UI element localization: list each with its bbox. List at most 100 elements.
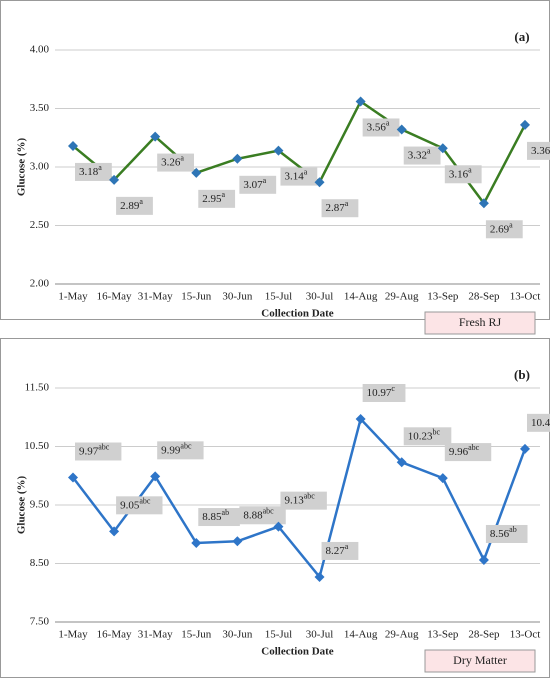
data-label-letters: a <box>427 146 431 155</box>
y-tick-label: 7.50 <box>30 616 50 628</box>
data-label-letters: a <box>509 220 513 229</box>
data-label: 8.27a <box>326 542 349 557</box>
marker <box>273 521 284 532</box>
marker <box>314 177 325 188</box>
data-label: 8.85ab <box>202 508 229 523</box>
data-label-box <box>239 506 286 525</box>
data-label-value: 8.85 <box>202 511 222 523</box>
y-axis-label: Glucose (%) <box>16 137 28 196</box>
y-tick-label: 9.50 <box>30 499 50 511</box>
data-label-box <box>362 118 400 137</box>
data-label-letters: abc <box>304 491 316 500</box>
series-line <box>72 99 527 206</box>
data-label-letters: c <box>391 384 395 393</box>
data-label: 8.88abc <box>243 506 274 521</box>
series-line <box>72 416 527 580</box>
data-label-value: 3.32 <box>408 149 427 161</box>
y-tick-label: 10.50 <box>24 440 49 452</box>
marker <box>273 145 284 156</box>
marker <box>520 119 530 130</box>
data-label-letters: a <box>180 153 184 162</box>
data-label-box <box>403 146 441 165</box>
data-label-letters: a <box>345 199 349 208</box>
x-tick-label: 16-May <box>97 629 132 641</box>
data-label: 2.87a <box>326 199 349 214</box>
data-label-value: 3.14 <box>284 170 304 182</box>
x-tick-label: 14-Aug <box>344 291 378 303</box>
data-label-box <box>116 496 163 515</box>
data-label-value: 9.13 <box>284 494 304 506</box>
legend-label: Fresh RJ <box>459 315 502 329</box>
marker <box>191 167 202 178</box>
data-label: 3.26a <box>161 153 184 168</box>
y-tick-label: 11.50 <box>25 382 50 394</box>
data-label-value: 10.23 <box>408 430 433 442</box>
data-label-value: 9.05 <box>120 499 140 511</box>
data-label: 3.18a <box>79 163 102 178</box>
x-tick-label: 29-Aug <box>385 629 419 641</box>
x-tick-label: 30-Jun <box>222 629 252 641</box>
panel-label: (b) <box>514 367 530 382</box>
data-label-box <box>362 384 406 403</box>
data-label-value: 3.07 <box>243 178 263 190</box>
data-label-value: 3.36 <box>531 144 550 156</box>
x-tick-label: 28-Sep <box>468 629 500 641</box>
x-tick-label: 13-Sep <box>427 629 459 641</box>
data-label: 3.36a <box>531 142 550 157</box>
data-label-box <box>198 508 240 527</box>
marker <box>478 554 489 565</box>
legend-box <box>424 649 536 673</box>
data-label-letters: bc <box>432 427 440 436</box>
marker <box>396 457 407 468</box>
data-label-box <box>157 153 194 172</box>
data-label: 9.97abc <box>79 442 110 457</box>
data-label: 3.07a <box>243 176 266 191</box>
data-label-letters: abc <box>180 441 192 450</box>
data-label-value: 8.88 <box>243 509 263 521</box>
marker <box>396 124 407 135</box>
x-tick-label: 15-Jul <box>265 291 293 303</box>
data-label: 3.56a <box>367 118 390 133</box>
data-label-value: 2.89 <box>120 199 140 211</box>
x-tick-label: 31-May <box>138 291 173 303</box>
x-tick-label: 29-Aug <box>385 291 419 303</box>
data-label-value: 10.46 <box>531 416 550 428</box>
data-label-box <box>75 162 112 181</box>
x-tick-label: 15-Jun <box>181 291 211 303</box>
data-label: 2.89a <box>120 197 143 212</box>
x-tick-label: 30-Jul <box>306 291 334 303</box>
marker <box>191 538 202 549</box>
x-tick-label: 28-Sep <box>468 291 500 303</box>
data-label: 2.69a <box>490 220 513 235</box>
data-label-box <box>280 491 327 510</box>
y-tick-label: 2.00 <box>30 278 50 290</box>
marker <box>478 198 489 209</box>
data-label-letters: a <box>345 542 349 551</box>
y-tick-label: 3.50 <box>30 102 50 114</box>
data-label-letters: a <box>304 167 308 176</box>
data-label-value: 3.16 <box>449 168 469 180</box>
marker <box>520 443 530 454</box>
data-label-letters: a <box>468 165 472 174</box>
legend-box <box>424 311 536 335</box>
data-label: 9.96abc <box>449 443 480 458</box>
marker <box>109 526 120 537</box>
data-label-box <box>198 189 236 208</box>
data-label-letters: abc <box>98 442 110 451</box>
data-label-box <box>321 199 359 218</box>
y-tick-label: 4.00 <box>30 44 50 56</box>
data-label-box <box>116 196 153 215</box>
data-label-value: 3.26 <box>161 156 181 168</box>
x-tick-label: 30-Jun <box>222 291 252 303</box>
marker <box>314 571 325 582</box>
data-label-value: 3.18 <box>79 165 99 177</box>
marker <box>109 174 120 185</box>
data-label-box <box>403 427 452 446</box>
x-tick-label: 14-Aug <box>344 629 378 641</box>
data-label-value: 3.56 <box>367 121 387 133</box>
data-label-value: 2.95 <box>202 192 222 204</box>
y-tick-label: 3.00 <box>30 161 50 173</box>
panel-label: (a) <box>514 29 529 44</box>
data-label-box <box>280 167 318 186</box>
